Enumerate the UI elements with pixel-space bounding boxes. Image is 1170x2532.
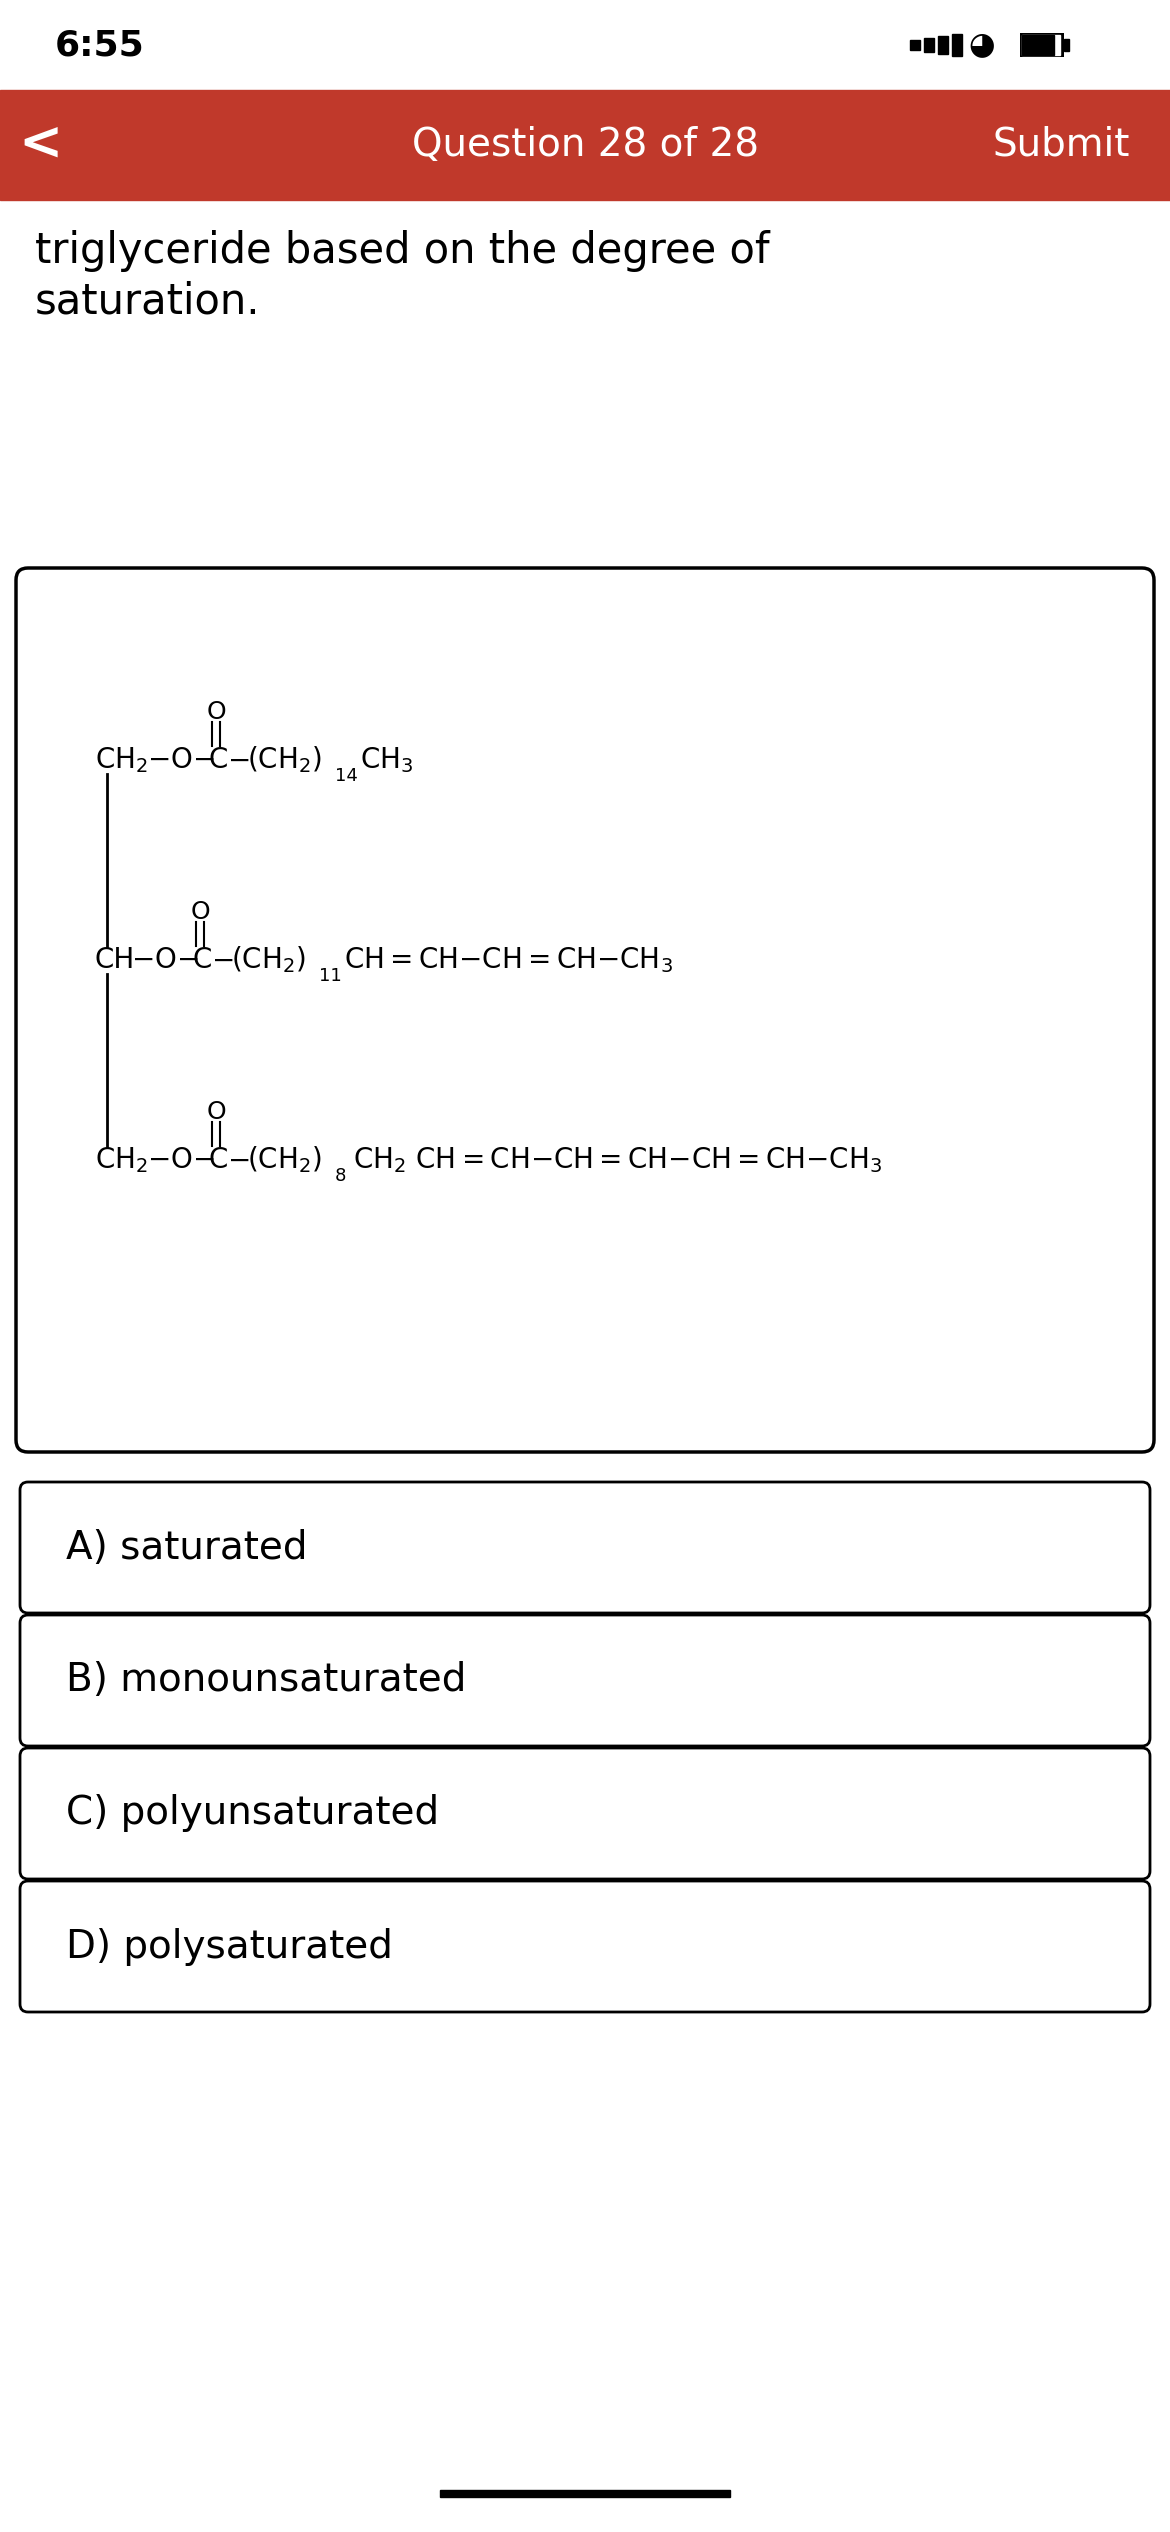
Text: Submit: Submit	[992, 127, 1130, 165]
Text: CH$_2$: CH$_2$	[95, 1144, 147, 1175]
Text: C: C	[209, 747, 228, 775]
Text: C: C	[209, 1147, 228, 1175]
Text: 8: 8	[335, 1167, 346, 1185]
Bar	[924, 38, 934, 53]
FancyBboxPatch shape	[20, 1615, 1150, 1747]
Text: D) polysaturated: D) polysaturated	[66, 1927, 393, 1965]
Text: $-$: $-$	[211, 947, 233, 975]
Text: O: O	[191, 899, 209, 924]
Bar	[0, 91, 1170, 200]
Text: $-$O$-$: $-$O$-$	[147, 747, 214, 775]
Text: $-$: $-$	[227, 1147, 249, 1175]
Text: 14: 14	[335, 767, 358, 785]
Text: Question 28 of 28: Question 28 of 28	[412, 127, 758, 165]
Text: $($CH$_2$$)$: $($CH$_2$$)$	[247, 1144, 322, 1175]
Bar	[440, 2489, 730, 2497]
Text: $-$: $-$	[227, 747, 249, 775]
Text: 6:55: 6:55	[55, 28, 145, 61]
Bar	[910, 41, 920, 51]
Bar	[0, 0, 1170, 91]
Text: CH$_2$: CH$_2$	[95, 744, 147, 775]
Text: O: O	[206, 1099, 226, 1124]
Text: CH$=$CH$-$CH$=$CH$-$CH$_3$: CH$=$CH$-$CH$=$CH$-$CH$_3$	[344, 944, 673, 975]
Text: saturation.: saturation.	[35, 281, 261, 322]
Text: <: <	[18, 119, 62, 172]
Text: $($CH$_2$$)$: $($CH$_2$$)$	[247, 744, 322, 775]
Bar	[1023, 35, 1054, 56]
Text: A) saturated: A) saturated	[66, 1529, 308, 1567]
Text: CH: CH	[95, 947, 136, 975]
Bar	[952, 33, 962, 56]
FancyBboxPatch shape	[20, 1747, 1150, 1879]
Text: triglyceride based on the degree of: triglyceride based on the degree of	[35, 230, 770, 271]
Text: CH$_2$ CH$=$CH$-$CH$=$CH$-$CH$=$CH$-$CH$_3$: CH$_2$ CH$=$CH$-$CH$=$CH$-$CH$=$CH$-$CH$…	[353, 1144, 882, 1175]
FancyBboxPatch shape	[16, 567, 1154, 1451]
Bar	[938, 35, 948, 53]
Text: $($CH$_2$$)$: $($CH$_2$$)$	[230, 944, 305, 975]
Bar	[1020, 33, 1064, 58]
Text: ◕: ◕	[969, 30, 996, 58]
FancyBboxPatch shape	[20, 1881, 1150, 2013]
Text: 11: 11	[319, 967, 342, 985]
Text: C) polyunsaturated: C) polyunsaturated	[66, 1795, 439, 1833]
Text: C: C	[193, 947, 213, 975]
Text: $-$O$-$: $-$O$-$	[147, 1147, 214, 1175]
Bar	[1023, 35, 1060, 56]
Text: B) monounsaturated: B) monounsaturated	[66, 1661, 467, 1699]
Bar	[1064, 38, 1069, 51]
FancyBboxPatch shape	[20, 1481, 1150, 1613]
Text: O: O	[206, 699, 226, 724]
Text: $-$O$-$: $-$O$-$	[131, 947, 199, 975]
Text: CH$_3$: CH$_3$	[360, 744, 413, 775]
